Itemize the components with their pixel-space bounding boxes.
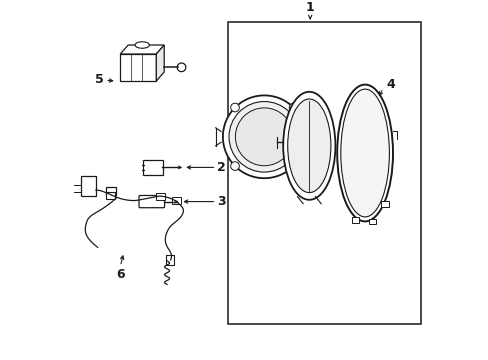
Circle shape	[177, 63, 185, 72]
FancyBboxPatch shape	[139, 195, 164, 208]
Bar	[351, 217, 358, 223]
Bar	[106, 187, 116, 195]
Ellipse shape	[340, 89, 388, 217]
Text: 5: 5	[95, 73, 104, 86]
Circle shape	[289, 162, 297, 170]
Bar	[106, 192, 115, 199]
Polygon shape	[120, 45, 164, 54]
Text: 3: 3	[217, 195, 225, 208]
Circle shape	[230, 162, 239, 170]
Text: 4: 4	[386, 78, 395, 91]
Bar	[166, 255, 174, 265]
Bar	[171, 197, 181, 204]
Text: 2: 2	[217, 161, 226, 174]
Bar	[368, 219, 375, 225]
Ellipse shape	[337, 85, 392, 221]
Polygon shape	[156, 45, 164, 81]
Bar	[228, 22, 420, 324]
Bar	[81, 176, 96, 196]
Ellipse shape	[135, 42, 149, 48]
Text: 1: 1	[305, 1, 314, 14]
Bar	[381, 201, 388, 207]
Bar	[155, 193, 164, 200]
Circle shape	[223, 95, 305, 178]
FancyBboxPatch shape	[142, 160, 163, 175]
Circle shape	[289, 103, 297, 112]
Bar	[120, 54, 156, 81]
Text: 6: 6	[116, 268, 124, 281]
Circle shape	[235, 108, 293, 166]
Circle shape	[230, 103, 239, 112]
Circle shape	[228, 102, 299, 172]
Ellipse shape	[287, 99, 330, 193]
Ellipse shape	[283, 92, 335, 200]
